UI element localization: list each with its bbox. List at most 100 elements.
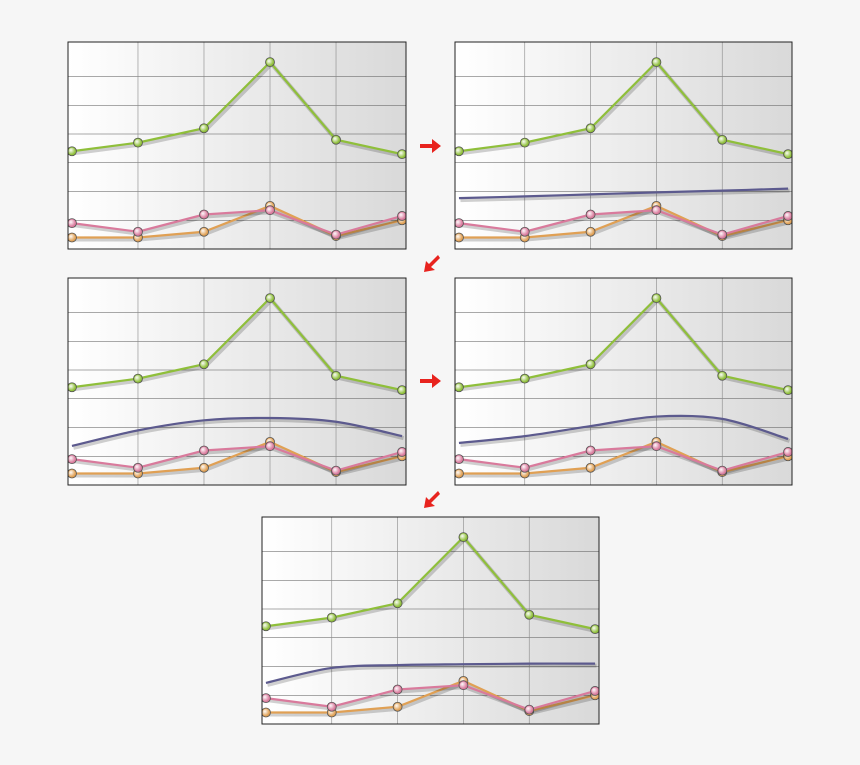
point-shine [266,206,274,214]
point-shine [718,467,726,475]
series-shadow [460,188,790,203]
point-shine [525,611,533,619]
point-shine [134,139,142,147]
point-shine [332,231,340,239]
point-shine [587,211,595,218]
series-line [458,209,789,236]
point-shine [652,294,660,302]
series-shadow [460,446,791,475]
series-shadow [267,680,598,717]
point-shine [784,386,792,394]
series-line [71,445,403,472]
point-shine [134,228,142,236]
line-chart [67,277,407,486]
series-shadow [267,685,598,714]
series-line [71,296,403,392]
point-shine [200,228,208,236]
point-shine [784,448,792,456]
point-shine [521,464,529,472]
series-shadow [267,663,597,687]
point-shine [455,219,463,227]
line-chart [261,516,600,725]
arrow-down-left [424,255,440,272]
series-line [71,204,403,239]
point-shine [718,231,726,239]
point-shine [652,58,660,66]
arrows [420,139,441,508]
series-group [455,293,792,479]
series-line [71,60,403,156]
plot-border [67,41,407,250]
point-shine [68,455,76,463]
point-shine [587,124,595,132]
point-shine [455,234,463,241]
point-shine [262,622,270,630]
series-shadow [460,441,791,478]
series-line [458,414,789,445]
series-line [458,296,789,392]
point-shine [459,681,467,689]
series-shadow [460,210,791,239]
series-shadow [460,415,791,448]
series-line [458,204,789,239]
point-shine [398,386,406,394]
point-shine [68,219,76,227]
series-line [265,679,596,714]
point-shine [266,58,274,66]
series-shadow [460,205,791,242]
arrow-right [420,374,441,388]
series-shadow [267,536,597,634]
point-shine [200,124,208,132]
point-shine [398,150,406,158]
line-chart [67,41,407,250]
series-group [262,532,599,718]
series-shadow [73,297,404,395]
point-shine [200,447,208,454]
point-shine [266,294,274,302]
point-shine [459,533,467,541]
line-chart [454,41,793,250]
arrow-right [420,139,441,153]
plot-border [454,277,793,486]
point-shine [68,234,76,241]
point-shine [718,136,726,144]
point-shine [266,442,274,450]
series-shadow [73,61,404,159]
point-shine [587,447,595,454]
series-shadow [73,446,405,475]
series-line [458,445,789,472]
line-chart [454,277,793,486]
point-shine [455,383,463,391]
point-shine [200,211,208,218]
point-shine [455,147,463,155]
series-line [265,535,596,631]
series-line [71,209,403,236]
point-shine [652,442,660,450]
series-shadow [73,417,404,450]
point-shine [134,464,142,472]
series-line [265,662,596,684]
point-shine [587,464,595,472]
point-shine [398,212,406,220]
point-shine [591,625,599,633]
point-shine [521,139,529,147]
point-shine [68,383,76,391]
plot-border [67,277,407,486]
arrow-down-left [424,491,440,508]
series-line [458,60,789,156]
point-shine [262,694,270,702]
point-shine [328,703,336,711]
series-group [68,57,406,243]
point-shine [394,703,402,711]
point-shine [134,375,142,383]
point-shine [394,686,402,693]
plot-border [261,516,600,725]
point-shine [455,455,463,463]
point-shine [784,150,792,158]
point-shine [587,360,595,368]
point-shine [591,687,599,695]
series-shadow [73,205,405,242]
point-shine [68,470,76,477]
